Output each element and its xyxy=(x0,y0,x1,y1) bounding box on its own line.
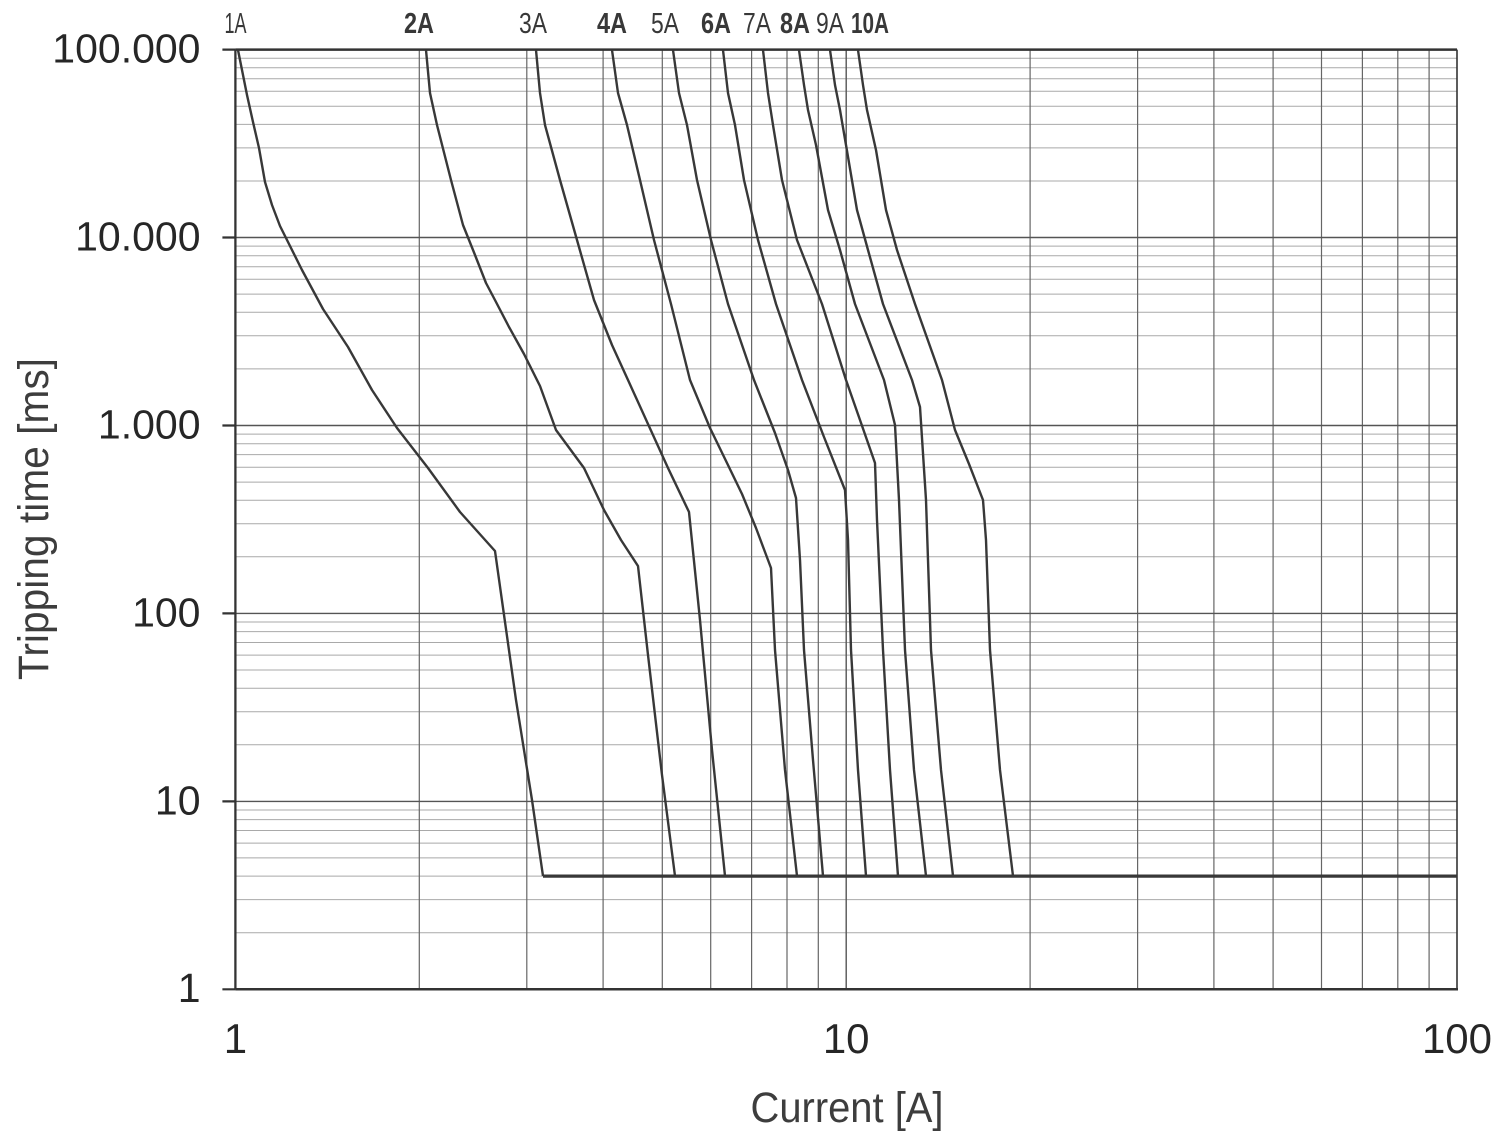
svg-text:5A: 5A xyxy=(651,8,680,40)
svg-text:2A: 2A xyxy=(404,8,434,40)
svg-text:10: 10 xyxy=(823,1015,870,1062)
svg-text:4A: 4A xyxy=(597,8,627,40)
svg-text:100: 100 xyxy=(132,589,200,635)
svg-text:3A: 3A xyxy=(519,8,548,40)
svg-text:7A: 7A xyxy=(743,8,772,40)
svg-text:10: 10 xyxy=(155,777,201,823)
svg-text:100.000: 100.000 xyxy=(52,26,200,72)
svg-text:6A: 6A xyxy=(701,8,731,40)
svg-text:8A: 8A xyxy=(780,8,810,40)
svg-text:Tripping time [ms]: Tripping time [ms] xyxy=(10,358,58,680)
svg-text:Current [A]: Current [A] xyxy=(751,1084,944,1132)
svg-text:100: 100 xyxy=(1422,1015,1492,1062)
svg-text:10A: 10A xyxy=(851,8,889,40)
svg-text:9A: 9A xyxy=(816,8,845,40)
svg-text:10.000: 10.000 xyxy=(75,213,200,259)
svg-text:1A: 1A xyxy=(225,8,247,40)
svg-text:1: 1 xyxy=(178,965,201,1011)
svg-text:1: 1 xyxy=(224,1015,247,1062)
svg-text:1.000: 1.000 xyxy=(98,401,201,447)
